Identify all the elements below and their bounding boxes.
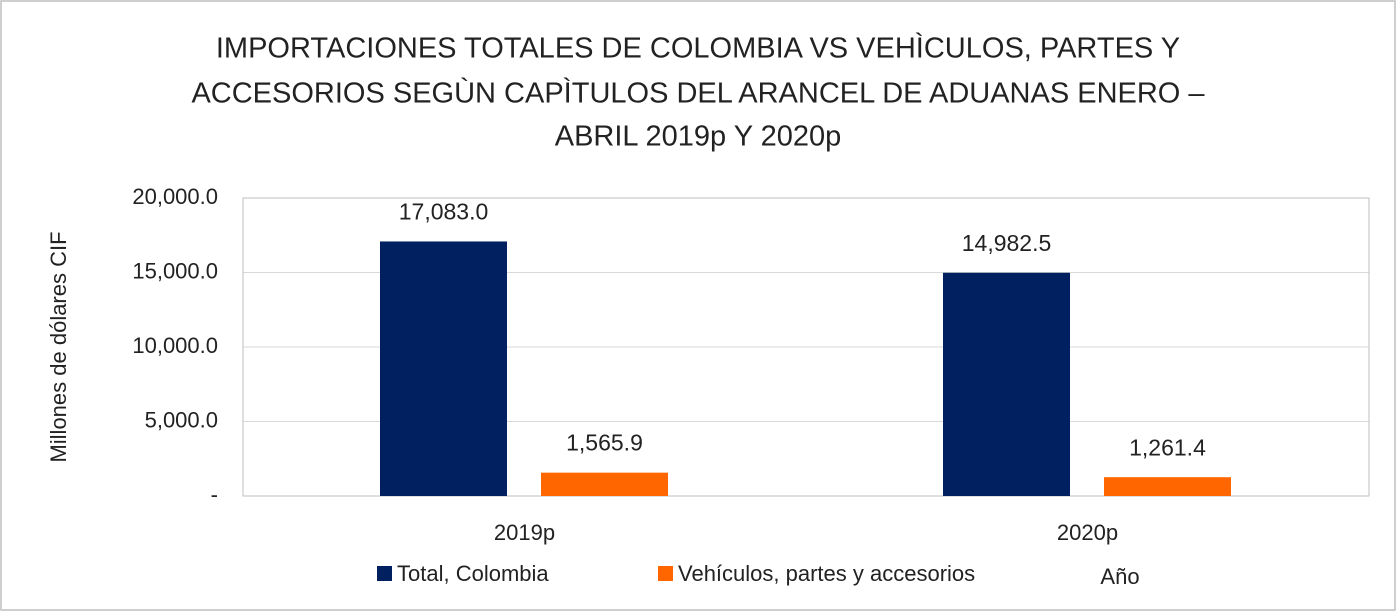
bar xyxy=(541,472,668,496)
plot-border xyxy=(242,197,1370,497)
legend-label: Total, Colombia xyxy=(397,561,549,586)
x-tick-label: 2020p xyxy=(1057,520,1118,545)
bar xyxy=(943,272,1070,496)
y-tick-label: 15,000.0 xyxy=(132,258,218,283)
y-tick-label: 10,000.0 xyxy=(132,333,218,358)
data-label: 14,982.5 xyxy=(962,230,1052,256)
data-label: 1,261.4 xyxy=(1129,434,1206,460)
y-tick-label: 20,000.0 xyxy=(132,184,218,209)
y-axis-label: Millones de dólares CIF xyxy=(46,231,71,462)
bar xyxy=(1104,477,1231,496)
chart-title: ABRIL 2019p Y 2020p xyxy=(555,121,842,153)
bar xyxy=(380,241,507,496)
y-tick-label: - xyxy=(211,482,218,507)
legend-swatch xyxy=(377,566,392,581)
legend-swatch xyxy=(658,566,673,581)
data-label: 1,565.9 xyxy=(566,430,643,456)
chart-title: ACCESORIOS SEGÙN CAPÌTULOS DEL ARANCEL D… xyxy=(191,77,1205,110)
x-tick-label: 2019p xyxy=(494,520,555,545)
x-axis-label: Año xyxy=(1100,564,1139,589)
chart-title: IMPORTACIONES TOTALES DE COLOMBIA VS VEH… xyxy=(216,32,1180,65)
data-label: 17,083.0 xyxy=(399,199,489,225)
y-tick-label: 5,000.0 xyxy=(145,407,218,432)
legend-label: Vehículos, partes y accesorios xyxy=(678,561,975,586)
